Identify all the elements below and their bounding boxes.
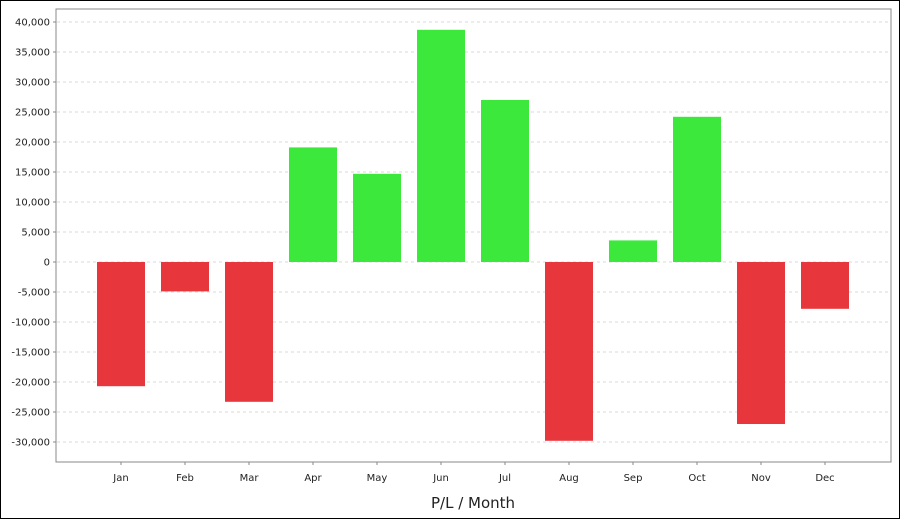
x-axis-title: P/L / Month	[431, 494, 515, 512]
bar-dec	[801, 262, 849, 309]
y-tick-label: 40,000	[15, 18, 50, 29]
bar-jun	[417, 29, 465, 262]
x-tick-label: Jun	[432, 473, 449, 484]
bar-jul	[481, 100, 529, 262]
y-tick-label: -20,000	[11, 378, 50, 389]
x-tick-label: Mar	[240, 473, 260, 484]
y-tick-label: -30,000	[11, 438, 50, 449]
x-tick-label: Dec	[815, 473, 834, 484]
x-tick-label: Nov	[751, 473, 771, 484]
y-tick-label: 10,000	[15, 198, 50, 209]
bar-oct	[673, 116, 721, 262]
y-tick-label: 15,000	[15, 168, 50, 179]
bar-nov	[737, 262, 785, 424]
bar-sep	[609, 240, 657, 262]
x-tick-label: May	[367, 473, 388, 484]
y-tick-label: 20,000	[15, 138, 50, 149]
bar-aug	[545, 262, 593, 441]
gridlines	[57, 21, 890, 443]
y-tick-label: -5,000	[18, 288, 50, 299]
y-tick-label: -25,000	[11, 408, 50, 419]
x-tick-label: Aug	[559, 473, 579, 484]
y-tick-label: 25,000	[15, 108, 50, 119]
bar-may	[353, 173, 401, 262]
x-tick-label: Apr	[304, 473, 322, 484]
y-tick-label: 30,000	[15, 78, 50, 89]
y-tick-label: 35,000	[15, 48, 50, 59]
x-tick-label: Sep	[624, 473, 643, 484]
bars	[97, 29, 849, 441]
y-tick-label: -10,000	[11, 318, 50, 329]
y-tick-label: -15,000	[11, 348, 50, 359]
x-tick-label: Jul	[498, 473, 511, 484]
bar-apr	[289, 147, 337, 262]
y-tick-label: 0	[44, 258, 50, 269]
y-axis-ticks: 40,000 35,000 30,000 25,000 20,000 15,000 10,0…	[11, 18, 56, 449]
bar-feb	[161, 262, 209, 292]
y-tick-label: 5,000	[21, 228, 50, 239]
x-tick-label: Feb	[176, 473, 194, 484]
x-axis-ticks: Jan Feb Mar Apr May Jun Jul Aug Sep Oct Nov Dec	[112, 462, 835, 484]
bar-mar	[225, 262, 273, 402]
bar-jan	[97, 262, 145, 387]
x-tick-label: Jan	[112, 473, 128, 484]
x-tick-label: Oct	[688, 473, 705, 484]
